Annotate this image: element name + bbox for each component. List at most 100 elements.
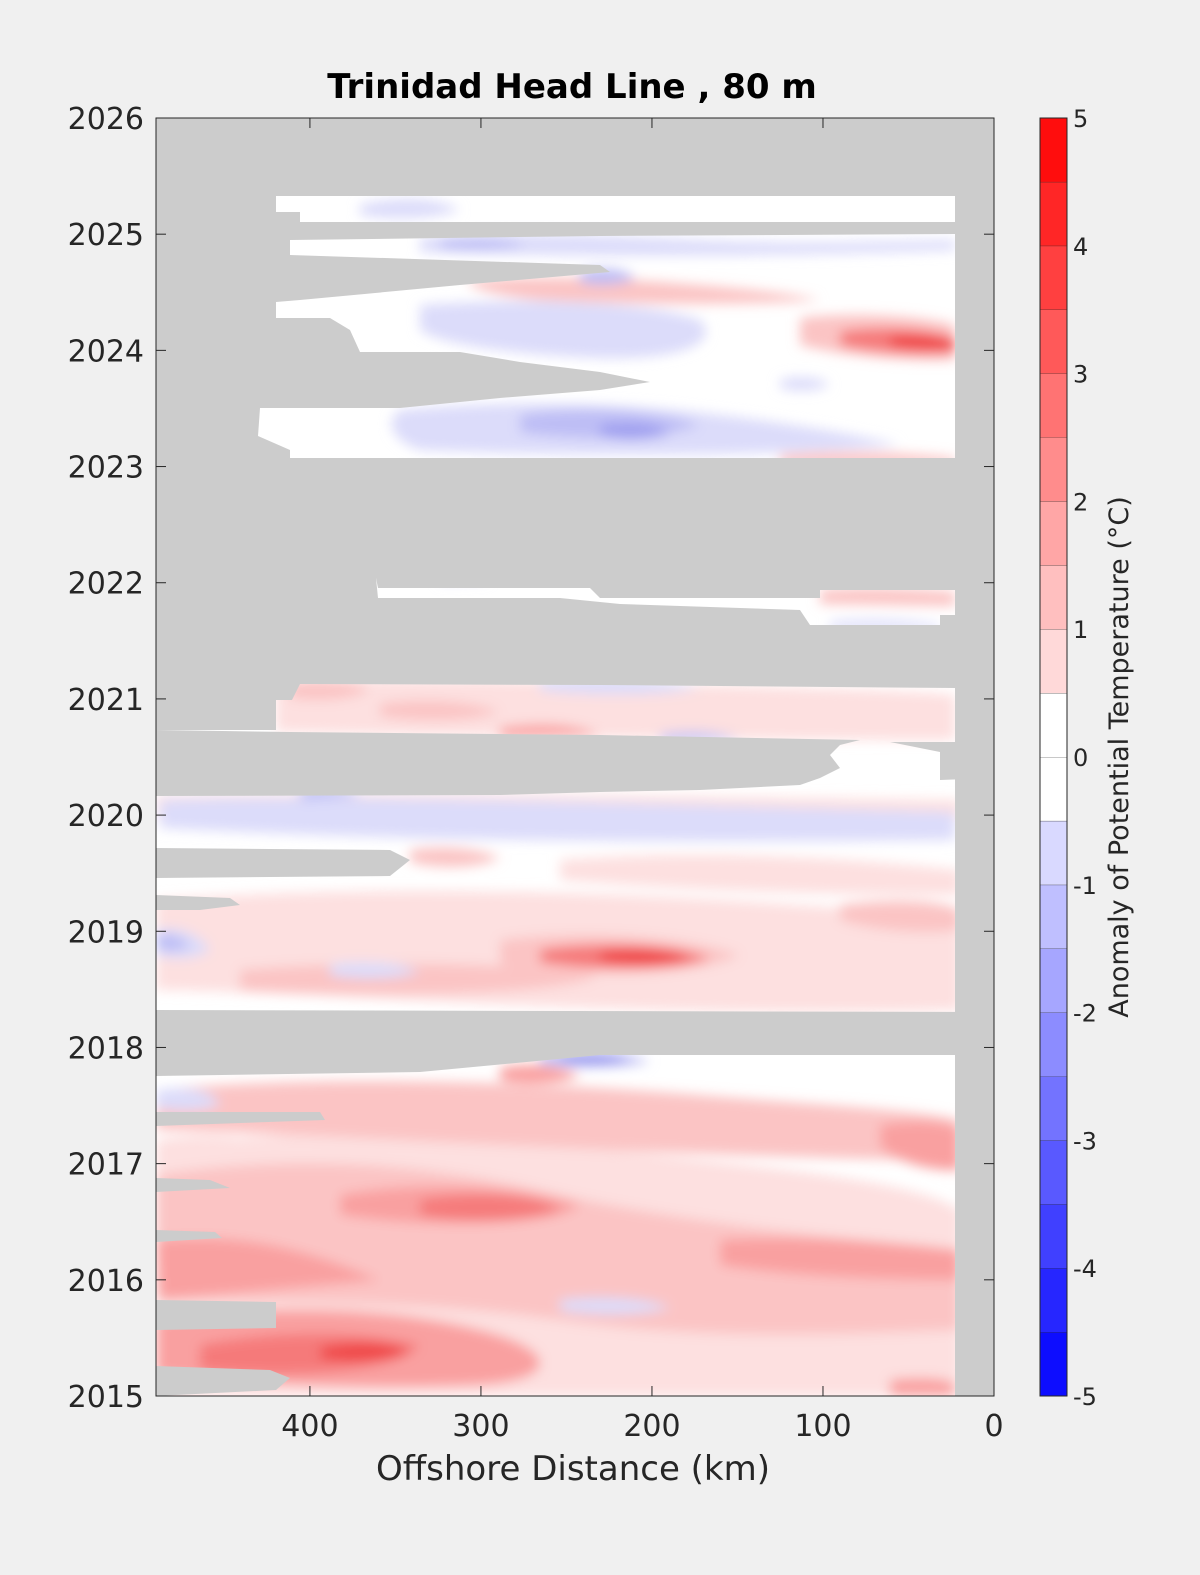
warm-region — [840, 900, 960, 932]
warm-region — [410, 847, 500, 867]
colorbar-swatch — [1040, 437, 1067, 502]
plot-area: 2015 2016 2017 2018 2019 2020 2021 2022 2023 2024… — [68, 102, 1004, 1489]
cool-region — [440, 237, 525, 250]
colorbar-swatch — [1040, 757, 1067, 821]
warm-region — [420, 1194, 560, 1220]
y-tick-label: 2022 — [68, 567, 144, 602]
x-axis-label: Offshore Distance (km) — [376, 1449, 770, 1489]
missing-data-region — [156, 1112, 325, 1126]
missing-data-region — [156, 1230, 222, 1242]
missing-data-region — [156, 458, 994, 605]
x-tick-label: 0 — [984, 1409, 1003, 1444]
anomaly-contours — [156, 198, 960, 1396]
missing-data-region — [156, 1300, 276, 1330]
x-tick-label: 200 — [623, 1409, 680, 1444]
colorbar-swatch — [1040, 181, 1067, 246]
y-tick-label: 2020 — [68, 799, 144, 834]
y-tick-label: 2024 — [68, 334, 144, 369]
colorbar-swatch — [1040, 309, 1067, 374]
missing-data-region — [156, 848, 410, 878]
colorbar-swatch — [1040, 118, 1067, 182]
colorbar-ticks: -5 -4 -3 -2 -1 0 1 2 3 4 5 — [1073, 105, 1097, 1411]
y-tick-label: 2025 — [68, 218, 144, 253]
cool-region — [330, 962, 420, 979]
colorbar-swatch — [1040, 693, 1067, 757]
colorbar-swatch — [1040, 1140, 1067, 1205]
warm-region — [290, 680, 370, 700]
colorbar-swatch — [1040, 373, 1067, 438]
colorbar-label: Anomaly of Potential Temperature (°C) — [1104, 496, 1135, 1018]
colorbar-swatch — [1040, 948, 1067, 1013]
cool-region — [780, 377, 830, 391]
colorbar-swatch — [1040, 1204, 1067, 1269]
anomaly-field — [156, 118, 994, 1396]
colorbar-tick-label: -2 — [1073, 1000, 1097, 1028]
colorbar-swatch — [1040, 1268, 1067, 1333]
cool-region — [560, 1055, 630, 1064]
colorbar-swatch — [1040, 1076, 1067, 1141]
y-tick-label: 2017 — [68, 1148, 144, 1183]
missing-data-mask — [156, 118, 994, 1396]
warm-region — [500, 1064, 580, 1084]
colorbar-swatch — [1040, 629, 1067, 694]
y-tick-label: 2023 — [68, 451, 144, 486]
colorbar-tick-label: -3 — [1073, 1127, 1097, 1155]
colorbar-tick-label: 0 — [1073, 744, 1088, 772]
warm-region — [276, 679, 955, 740]
colorbar-tick-label: -1 — [1073, 872, 1097, 900]
missing-data-region — [156, 730, 860, 796]
colorbar-tick-label: 5 — [1073, 105, 1088, 133]
warm-region — [820, 587, 955, 606]
warm-region — [156, 1238, 380, 1300]
y-tick-label: 2019 — [68, 915, 144, 950]
y-tick-label: 2021 — [68, 683, 144, 718]
missing-data-region — [156, 1010, 994, 1076]
cool-region — [420, 234, 955, 256]
y-tick-label: 2026 — [68, 102, 144, 137]
missing-data-region — [156, 1178, 230, 1192]
warm-region — [470, 277, 820, 304]
cool-region — [560, 1297, 670, 1315]
warm-region — [380, 700, 500, 721]
colorbar-swatch — [1040, 1332, 1067, 1396]
cool-region — [156, 934, 190, 951]
missing-data-region — [156, 1366, 290, 1396]
y-axis: 2015 2016 2017 2018 2019 2020 2021 2022 2023 2024… — [68, 102, 994, 1415]
warm-region — [320, 1342, 410, 1362]
warm-region — [720, 1238, 960, 1280]
cool-region — [420, 301, 706, 359]
colorbar-swatch — [1040, 245, 1067, 310]
warm-region — [600, 948, 690, 964]
colorbar-tick-label: 3 — [1073, 361, 1088, 389]
colorbar-swatch — [1040, 820, 1067, 885]
cool-region — [160, 797, 955, 842]
colorbar: -5 -4 -3 -2 -1 0 1 2 3 4 5 Anomaly of Potential Te… — [1039, 105, 1135, 1411]
x-tick-label: 400 — [281, 1409, 338, 1444]
cool-region — [156, 1088, 220, 1111]
colorbar-tick-label: -5 — [1073, 1383, 1097, 1411]
colorbar-swatch — [1040, 1012, 1067, 1077]
y-tick-label: 2015 — [68, 1380, 144, 1415]
x-tick-label: 300 — [452, 1409, 509, 1444]
missing-data-region — [156, 578, 994, 730]
warm-region — [890, 1377, 955, 1396]
warm-region — [890, 334, 955, 351]
colorbar-swatch — [1040, 565, 1067, 630]
missing-data-region — [156, 118, 994, 196]
y-tick-label: 2018 — [68, 1031, 144, 1066]
chart-title: Trinidad Head Line , 80 m — [327, 67, 817, 107]
colorbar-swatches — [1040, 117, 1067, 1396]
plot-frame — [155, 117, 995, 1397]
missing-data-region — [156, 895, 240, 910]
warm-region — [560, 854, 960, 895]
colorbar-tick-label: 2 — [1073, 488, 1088, 516]
warm-region — [156, 1080, 960, 1160]
colorbar-tick-label: 1 — [1073, 616, 1088, 644]
missing-data-region — [156, 196, 955, 458]
y-tick-label: 2016 — [68, 1264, 144, 1299]
x-axis: 400 300 200 100 0 — [281, 118, 1004, 1444]
cool-region — [600, 422, 670, 440]
warm-region — [880, 1121, 960, 1171]
colorbar-tick-label: 4 — [1073, 233, 1088, 261]
colorbar-frame — [1039, 117, 1068, 1397]
